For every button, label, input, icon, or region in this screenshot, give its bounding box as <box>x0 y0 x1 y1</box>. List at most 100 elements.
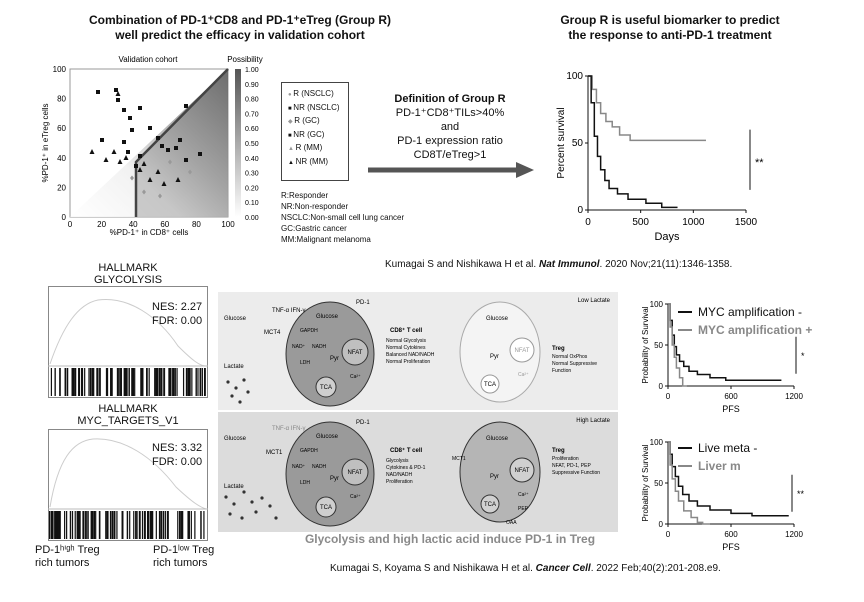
gene-hit-bar <box>181 511 183 539</box>
citation-authors: Kumagai S and Nishikawa H et al. <box>385 259 539 270</box>
gene-hit-bar <box>138 511 141 539</box>
colorbar-tick-label: 0.20 <box>245 185 259 192</box>
x-axis-ticks: 0 20 40 60 80 100 <box>68 220 235 229</box>
x-tick-label: 0 <box>68 220 73 229</box>
gene-hit-bar <box>59 368 61 396</box>
gene-hit-bar <box>141 368 143 396</box>
schematic-note: NFAT, PD-1, PEP <box>552 463 591 469</box>
ldh: LDH <box>300 360 310 366</box>
gene-hit-bar <box>160 511 162 539</box>
nes-value: NES: 2.27 <box>152 301 203 313</box>
tca-mito <box>480 494 500 514</box>
cell-glucose: Glucose <box>316 314 339 320</box>
nad: NAD⁺ <box>292 464 306 470</box>
gene-hit-bar <box>105 511 107 539</box>
ca: Ca²⁺ <box>518 372 529 378</box>
gene-hit-bar <box>87 511 89 539</box>
gene-hit-bar <box>90 511 93 539</box>
scatter-point <box>175 177 181 182</box>
gene-hit-bar <box>190 511 192 539</box>
gene-hit-bar <box>146 368 148 396</box>
gene-hit-bar <box>200 511 202 539</box>
gene-hit-bar <box>78 511 80 539</box>
gene-hit-bar <box>162 368 164 396</box>
cell-glucose: Glucose <box>486 316 509 322</box>
x-tick-label: 20 <box>97 220 106 229</box>
low-lactate-label: Low Lactate <box>578 298 611 304</box>
gapdh: GAPDH <box>300 328 318 334</box>
high-lactate-panel <box>218 412 618 532</box>
scatter-point <box>103 157 109 162</box>
gene-hit-bar <box>106 511 108 539</box>
gene-hit-bar <box>150 511 152 539</box>
treg-title: Treg <box>552 346 565 352</box>
scatter-point <box>148 126 152 130</box>
scatter-point <box>174 146 178 150</box>
gene-hit-bar <box>79 511 81 539</box>
x-tick-label: 1500 <box>735 217 758 228</box>
definition-line: CD8T/eTreg>1 <box>413 149 487 161</box>
gene-hit-bar <box>187 368 189 396</box>
gene-hit-bar <box>51 511 53 539</box>
gene-hit-bar <box>158 511 161 539</box>
label-line: rich tumors <box>153 557 208 569</box>
gene-hit-bar <box>178 511 181 539</box>
tca: TCA <box>484 502 496 508</box>
x-tick-label: 0 <box>666 392 671 401</box>
scatter-legend: ● R (NSCLC) ■ NR (NSCLC) ◆ R (GC) ■ NR (GC)… <box>281 82 349 181</box>
citation-authors: Kumagai S, Koyama S and Nishikawa H et a… <box>330 563 536 574</box>
gene-hit-bar <box>55 511 57 539</box>
gsea-plot-myc <box>48 429 208 541</box>
lactate-dot <box>238 400 242 404</box>
possibility-label: Possibility <box>227 55 263 64</box>
schematic-note: Normal Suppressive <box>552 361 597 367</box>
mct4-label: MCT4 <box>264 330 281 336</box>
gene-hit-bar <box>188 511 190 539</box>
lactate-dot <box>246 390 250 394</box>
y-tick-label: 50 <box>654 341 663 350</box>
abbrev-item: NR:Non-responder <box>281 202 349 211</box>
y-tick-label: 40 <box>57 154 66 163</box>
schematic-note: Proliferation <box>552 456 579 462</box>
gene-hit-bar <box>158 368 160 396</box>
gene-hit-bar <box>155 511 157 539</box>
fdr-value: FDR: 0.00 <box>152 456 203 468</box>
gene-hit-bar <box>116 368 119 396</box>
schematic-note: Normal Proliferation <box>386 359 430 365</box>
low-lactate-panel <box>218 292 618 410</box>
gene-hit-bar <box>182 368 185 396</box>
legend-label: NR (NSCLC) <box>293 102 340 112</box>
nucleus <box>509 457 535 483</box>
y-axis-label: Percent survival <box>556 107 567 178</box>
colorbar-tick-label: 0.90 <box>245 82 259 89</box>
pep: PEP <box>518 506 529 512</box>
tca-mito <box>315 376 337 398</box>
colorbar-tick-label: 0.30 <box>245 171 259 178</box>
gene-hit-bar <box>154 368 156 396</box>
ca: Ca²⁺ <box>350 374 361 380</box>
pyr: Pyr <box>490 354 499 360</box>
nfat: NFAT <box>515 348 530 354</box>
gene-hit-bar <box>160 368 163 396</box>
gene-hit-bar <box>77 511 79 539</box>
ldh: LDH <box>300 480 310 486</box>
gene-hit-bar <box>119 368 121 396</box>
legend-item: ▲ NR (MM) <box>288 156 348 170</box>
gsea-title-1: HALLMARK GLYCOLYSIS <box>48 262 208 286</box>
schematic-note: Glycolysis <box>386 458 409 464</box>
scatter-point <box>114 88 118 92</box>
gene-hit-bar <box>199 368 202 396</box>
gene-hit-bar <box>82 511 84 539</box>
gene-hit-bar <box>93 368 95 396</box>
gsea-label-low: PD-1ˡᵒʷ Treg rich tumors <box>153 544 214 570</box>
citation-journal: Cancer Cell <box>535 563 591 574</box>
scatter-point <box>130 175 134 181</box>
y-tick-label: 0 <box>62 213 67 222</box>
gene-hit-bar <box>106 368 109 396</box>
y-axis-label: %PD-1⁺ in eTreg cells <box>41 103 50 182</box>
gsea-title-line: HALLMARK <box>98 403 158 415</box>
definition-line: PD-1 expression ratio <box>397 135 503 147</box>
colorbar-tick-label: 1.00 <box>245 67 259 74</box>
glucose-label: Glucose <box>224 436 247 442</box>
scatter-point <box>123 155 129 160</box>
